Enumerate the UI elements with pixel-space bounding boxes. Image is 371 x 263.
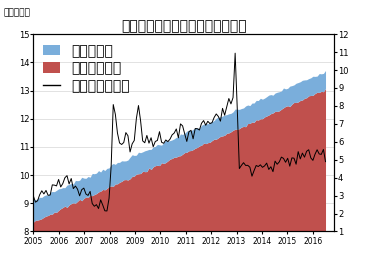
- Text: （図表２）: （図表２）: [4, 8, 30, 17]
- Title: 可処分所得・消費、および貯蓄率: 可処分所得・消費、および貯蓄率: [121, 19, 246, 33]
- Legend: 可処分所得, 個人消費支出, 貯蓄率（右軸）: 可処分所得, 個人消費支出, 貯蓄率（右軸）: [40, 41, 132, 96]
